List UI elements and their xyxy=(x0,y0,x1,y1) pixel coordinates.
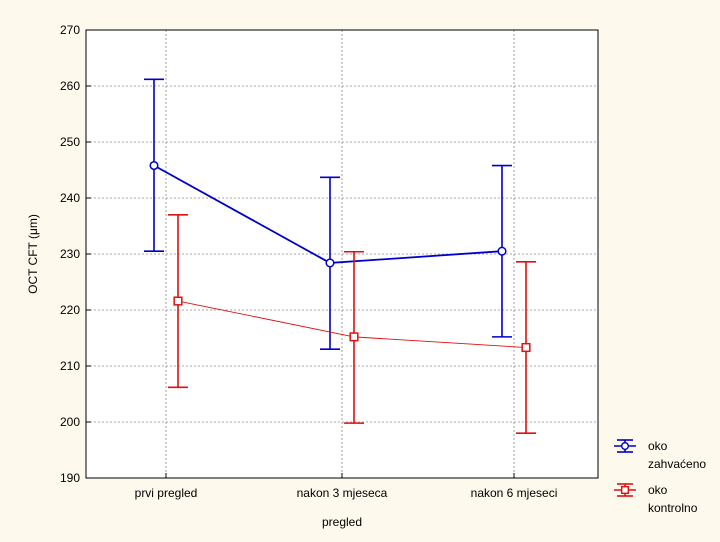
data-point xyxy=(173,296,183,306)
legend-item-1: oko zahvaćeno xyxy=(614,439,706,471)
x-tick-label: nakon 6 mjeseci xyxy=(471,486,558,500)
y-tick-label: 270 xyxy=(60,23,80,37)
y-axis-ticks: 190 200 210 220 230 240 250 260 270 xyxy=(60,23,91,485)
legend-label: zahvaćeno xyxy=(648,457,706,471)
series-2 xyxy=(168,214,536,435)
y-tick-label: 230 xyxy=(60,247,80,261)
x-axis-label: pregled xyxy=(322,515,362,529)
data-point xyxy=(149,160,159,171)
legend-item-2: oko kontrolno xyxy=(614,483,698,515)
data-point xyxy=(349,332,359,342)
x-tick-label: nakon 3 mjeseca xyxy=(297,486,388,500)
y-tick-label: 220 xyxy=(60,303,80,317)
data-point xyxy=(497,246,507,256)
series-1 xyxy=(144,78,512,351)
y-tick-label: 240 xyxy=(60,191,80,205)
x-tick-label: prvi pregled xyxy=(135,486,198,500)
y-tick-label: 210 xyxy=(60,359,80,373)
series-layer xyxy=(144,78,536,435)
grid xyxy=(86,30,598,478)
y-tick-label: 190 xyxy=(60,471,80,485)
y-axis-label: OCT CFT (μm) xyxy=(26,214,40,294)
data-point xyxy=(521,342,531,353)
y-tick-label: 200 xyxy=(60,415,80,429)
data-point xyxy=(325,258,335,268)
legend-label: kontrolno xyxy=(648,501,698,515)
legend-label: oko xyxy=(648,483,668,497)
legend: oko zahvaćeno oko kontrolno xyxy=(614,439,706,515)
legend-marker xyxy=(621,442,630,451)
y-tick-label: 260 xyxy=(60,79,80,93)
plot-border xyxy=(85,29,599,479)
x-axis-ticks: prvi pregled nakon 3 mjeseca nakon 6 mjese… xyxy=(135,473,558,500)
legend-marker xyxy=(621,486,630,495)
y-tick-label: 250 xyxy=(60,135,80,149)
legend-label: oko xyxy=(648,439,668,453)
